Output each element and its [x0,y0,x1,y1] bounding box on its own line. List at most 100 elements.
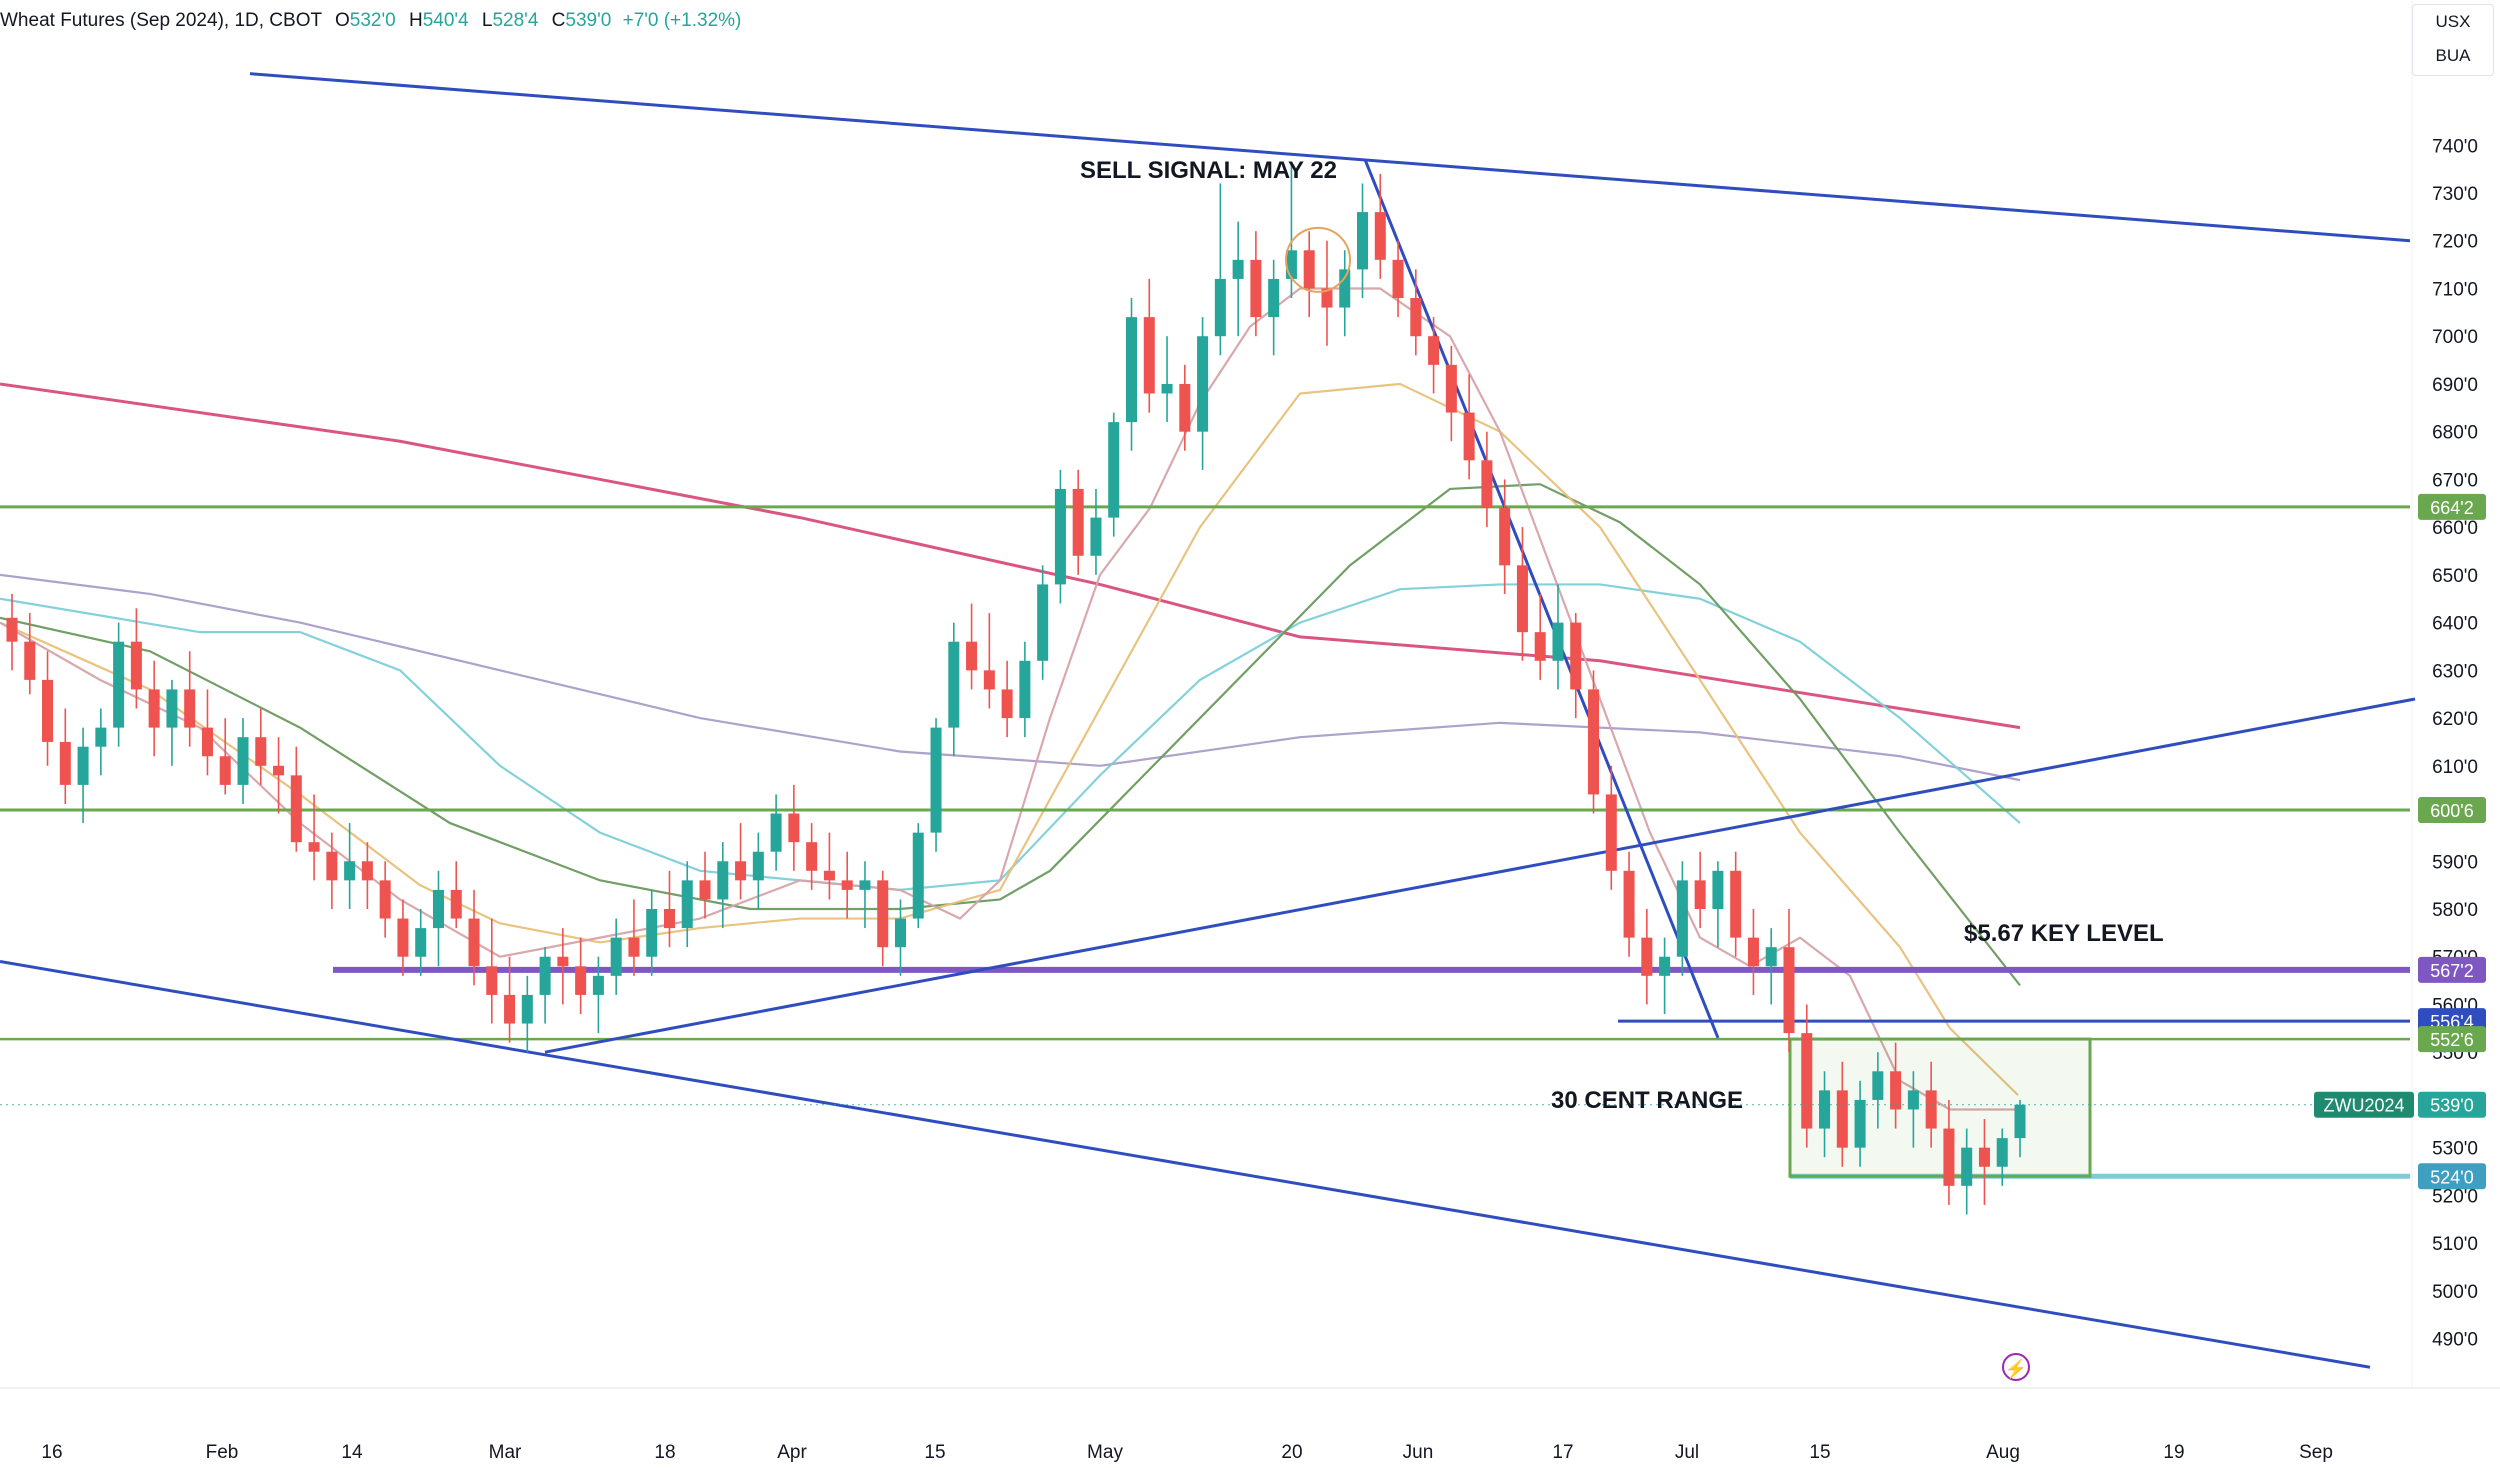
unit-selector[interactable]: USX BUA [2412,4,2494,76]
candle-body [1907,1090,1919,1110]
candle-body [841,880,853,890]
candle-body [1659,956,1671,976]
candle-body [575,966,587,995]
candle-body [1428,336,1440,365]
candle-body [148,689,160,728]
y-tick-label: 730'0 [2432,184,2478,205]
candle-body [1819,1090,1831,1129]
sell-signal-circle [1285,226,1351,293]
candle-body [663,908,675,929]
candle-body [397,918,409,957]
x-tick-label: 15 [924,1442,945,1463]
price-label-badge [2418,1026,2486,1053]
candle-body [717,861,729,900]
y-tick-label: 720'0 [2432,232,2478,253]
candle-body [130,641,142,690]
lower-support-trendline [0,960,2371,1369]
candle-body [1232,259,1244,279]
symbol-title[interactable]: Wheat Futures (Sep 2024), 1D, CBOT [0,10,322,31]
ma10-line [0,287,2018,1111]
candle-body [361,861,373,881]
ticker-badge [2314,1091,2414,1118]
y-tick-label: 650'0 [2432,566,2478,587]
candle-body [1836,1090,1848,1148]
x-tick-label: Feb [206,1442,239,1463]
chart-header: Wheat Futures (Sep 2024), 1D, CBOT O532'… [0,6,741,36]
candle-body [539,956,551,995]
x-tick-label: Jun [1403,1442,1434,1463]
candle-body [255,737,267,766]
currency-unit[interactable]: USX [2435,12,2471,31]
candle-body [2014,1104,2026,1139]
candle-body [1019,660,1031,719]
candle-body [113,641,125,728]
key-level-annotation: $5.67 KEY LEVEL [1964,920,2164,947]
y-tick-label: 620'0 [2432,709,2478,730]
candle-body [1445,364,1457,413]
y-tick-label: 530'0 [2432,1139,2478,1160]
y-tick-label: 500'0 [2432,1282,2478,1303]
candle-body [24,641,36,680]
candle-body [1730,870,1742,938]
candle-body [1268,278,1280,318]
x-tick-label: 16 [41,1442,62,1463]
change-value: +7'0 (+1.32%) [622,10,742,31]
candle-body [592,975,604,995]
y-tick-label: 680'0 [2432,423,2478,444]
y-tick-label: 510'0 [2432,1234,2478,1255]
ticker-label: ZWU2024 [2323,1096,2404,1116]
y-tick-label: 700'0 [2432,327,2478,348]
candle-body [432,889,444,929]
candle-body [1463,412,1475,461]
steep-downtrend-trendline [1363,159,1720,1039]
candle-body [1765,947,1777,967]
ma40-line [0,483,2021,987]
candle-body [806,842,818,871]
ma20-line [0,382,2019,1096]
open-value: 532'0 [349,10,396,31]
candle-body [201,727,213,757]
close-label: C [551,10,566,31]
y-tick-label: 580'0 [2432,900,2478,921]
candle-body [1072,488,1084,556]
candle-body [557,956,569,967]
x-tick-label: Aug [1986,1442,2020,1463]
candle-body [983,670,995,690]
upper-resistance-trendline [249,72,2411,243]
ma100-line [0,573,2021,782]
candle-body [1534,632,1546,661]
candle-body [184,689,196,728]
candle-body [450,889,462,919]
candle-body [1410,298,1422,337]
price-label-badge [2418,1163,2486,1190]
rising-support-trendline [544,697,2416,1054]
quantity-unit[interactable]: BUA [2435,46,2471,65]
y-tick-label: 590'0 [2432,852,2478,873]
candle-body [1605,794,1617,871]
price-label-text: 567'2 [2430,961,2473,981]
low-label: L [481,10,493,31]
price-label-badge [2418,956,2486,983]
candle-body [59,741,71,785]
candle-body [948,641,960,728]
candle-body [1125,317,1138,423]
candle-body [504,994,516,1024]
candle-body [1588,689,1600,795]
candle-body [1161,383,1173,394]
replay-icon[interactable]: ⚡ [2002,1353,2030,1381]
candle-body [1676,880,1688,957]
sell-signal-annotation: SELL SIGNAL: MAY 22 [1080,157,1337,184]
x-tick-label: 20 [1281,1442,1302,1463]
ma50-line [0,583,2021,892]
y-tick-label: 710'0 [2432,279,2478,300]
x-tick-label: 19 [2163,1442,2184,1463]
y-tick-label: 670'0 [2432,470,2478,491]
candle-body [521,994,533,1024]
candle-body [1552,622,1564,661]
candle-body [344,861,356,881]
low-value: 528'4 [492,10,539,31]
candle-body [1143,317,1155,394]
candle-body [1321,288,1333,308]
candle-body [735,861,747,881]
